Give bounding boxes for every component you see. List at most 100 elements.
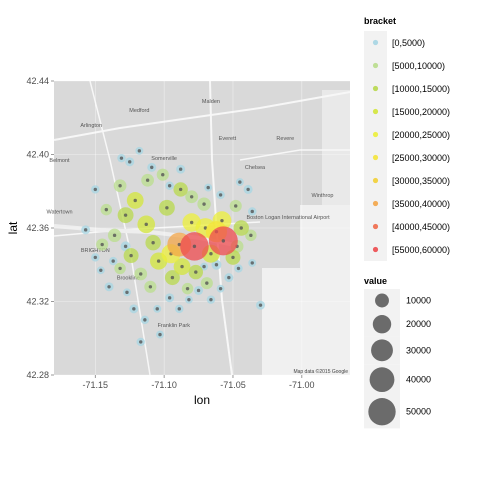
data-point-center <box>93 187 98 192</box>
data-point-center <box>139 340 143 344</box>
legend-size-circle <box>372 315 392 334</box>
data-point-center <box>189 220 194 225</box>
data-point-center <box>143 318 147 322</box>
data-point-center <box>185 286 190 291</box>
legend-swatch <box>372 223 379 230</box>
legend-label: [10000,15000) <box>392 84 450 94</box>
data-point-center <box>125 290 129 295</box>
data-point-center <box>111 259 115 263</box>
data-point-center <box>187 297 191 302</box>
map-label: Malden <box>202 99 220 105</box>
legend-label: [35000,40000) <box>392 199 450 209</box>
legend-size-circle <box>368 398 396 426</box>
legend-value: value 10000 20000 30000 40000 50000 <box>364 276 431 429</box>
data-point-center <box>178 167 183 171</box>
y-tick-label: 42.36 <box>26 223 49 233</box>
map-label: Medford <box>129 108 149 114</box>
legend-swatch <box>372 108 379 115</box>
legend-swatch <box>372 39 379 46</box>
map-water <box>322 90 350 205</box>
data-point-center <box>129 253 133 258</box>
map-label: Arlington <box>80 123 102 129</box>
y-tick-label: 42.40 <box>26 150 49 160</box>
data-point-center <box>148 285 153 289</box>
data-point-center <box>167 296 172 300</box>
legend-label: 50000 <box>406 407 431 417</box>
data-point-center <box>202 264 206 269</box>
y-axis: 42.28 42.32 42.36 42.40 42.44 <box>26 76 54 380</box>
data-point-center <box>214 263 219 267</box>
map-water <box>300 205 350 375</box>
data-point-center <box>119 156 124 160</box>
data-point-center <box>234 204 238 208</box>
map-label: Everett <box>219 136 237 142</box>
data-point-center <box>239 226 243 230</box>
legend-swatch <box>372 154 379 161</box>
y-tick-label: 42.44 <box>26 76 49 86</box>
data-point-center <box>104 207 109 212</box>
data-point-center <box>250 261 254 265</box>
data-point-center <box>118 266 122 271</box>
data-point-center <box>227 275 231 280</box>
map-label: Brookline <box>117 275 140 281</box>
map-road <box>53 91 351 141</box>
map-label: Somerville <box>151 156 177 162</box>
data-point-center <box>249 233 253 238</box>
data-point-center <box>158 332 162 337</box>
data-point-center <box>100 242 104 247</box>
map-label: BRIGHTON <box>81 248 110 254</box>
data-point-center <box>118 184 122 188</box>
data-point-center <box>83 228 88 232</box>
data-point-center <box>202 202 206 206</box>
data-point-center <box>189 195 194 199</box>
data-point-center <box>218 286 223 291</box>
map-label: Chelsea <box>245 165 266 171</box>
data-point-center <box>218 193 223 197</box>
y-tick-label: 42.32 <box>26 297 49 307</box>
legend-size-circle <box>371 339 393 362</box>
data-point-center <box>151 241 155 245</box>
data-point-center <box>246 187 250 192</box>
data-point-center <box>161 173 165 177</box>
data-point-center <box>137 149 142 153</box>
data-point-center <box>236 266 241 271</box>
data-point-center <box>132 307 136 311</box>
data-point-center <box>139 272 143 276</box>
data-point-center <box>155 307 159 311</box>
data-points <box>81 146 265 347</box>
legend-swatch <box>372 62 379 69</box>
legend-label: 40000 <box>406 375 431 385</box>
legend-label: 10000 <box>406 296 431 306</box>
legend-bracket: bracket [0,5000) [5000,10000) [10000,15000… <box>364 16 450 261</box>
data-point-center <box>192 244 197 249</box>
data-point-center <box>107 285 111 289</box>
data-point-center <box>112 233 117 238</box>
data-point-center <box>99 268 103 272</box>
data-point-center <box>123 213 128 217</box>
legend-label: 30000 <box>406 345 431 355</box>
data-point-center <box>145 178 150 182</box>
data-point-center <box>220 218 224 223</box>
map-road <box>89 80 151 376</box>
legend-label: [25000,30000) <box>392 153 450 163</box>
data-point-center <box>231 255 235 260</box>
legend-label: [40000,45000) <box>392 222 450 232</box>
map-label: Belmont <box>49 158 70 164</box>
x-tick-label: -71.05 <box>220 380 246 390</box>
map-label: Boston Logan International Airport <box>246 215 330 221</box>
data-point-center <box>123 244 128 249</box>
legend-label: [0,5000) <box>392 38 425 48</box>
map-label: Winthrop <box>311 193 333 199</box>
map-credit: Map data ©2015 Google <box>293 368 348 375</box>
y-axis-title: lat <box>6 221 20 234</box>
legend-swatch <box>372 200 379 207</box>
legend-value-title: value <box>364 276 387 286</box>
data-point-center <box>156 259 161 263</box>
legend-swatch <box>372 85 379 92</box>
x-tick-label: -71.00 <box>289 380 315 390</box>
data-point-center <box>221 239 226 243</box>
data-point-center <box>196 288 201 293</box>
x-axis: -71.15 -71.10 -71.05 -71.00 <box>83 375 315 390</box>
legend-label: [55000,60000) <box>392 245 450 255</box>
legend-label: [20000,25000) <box>392 130 450 140</box>
